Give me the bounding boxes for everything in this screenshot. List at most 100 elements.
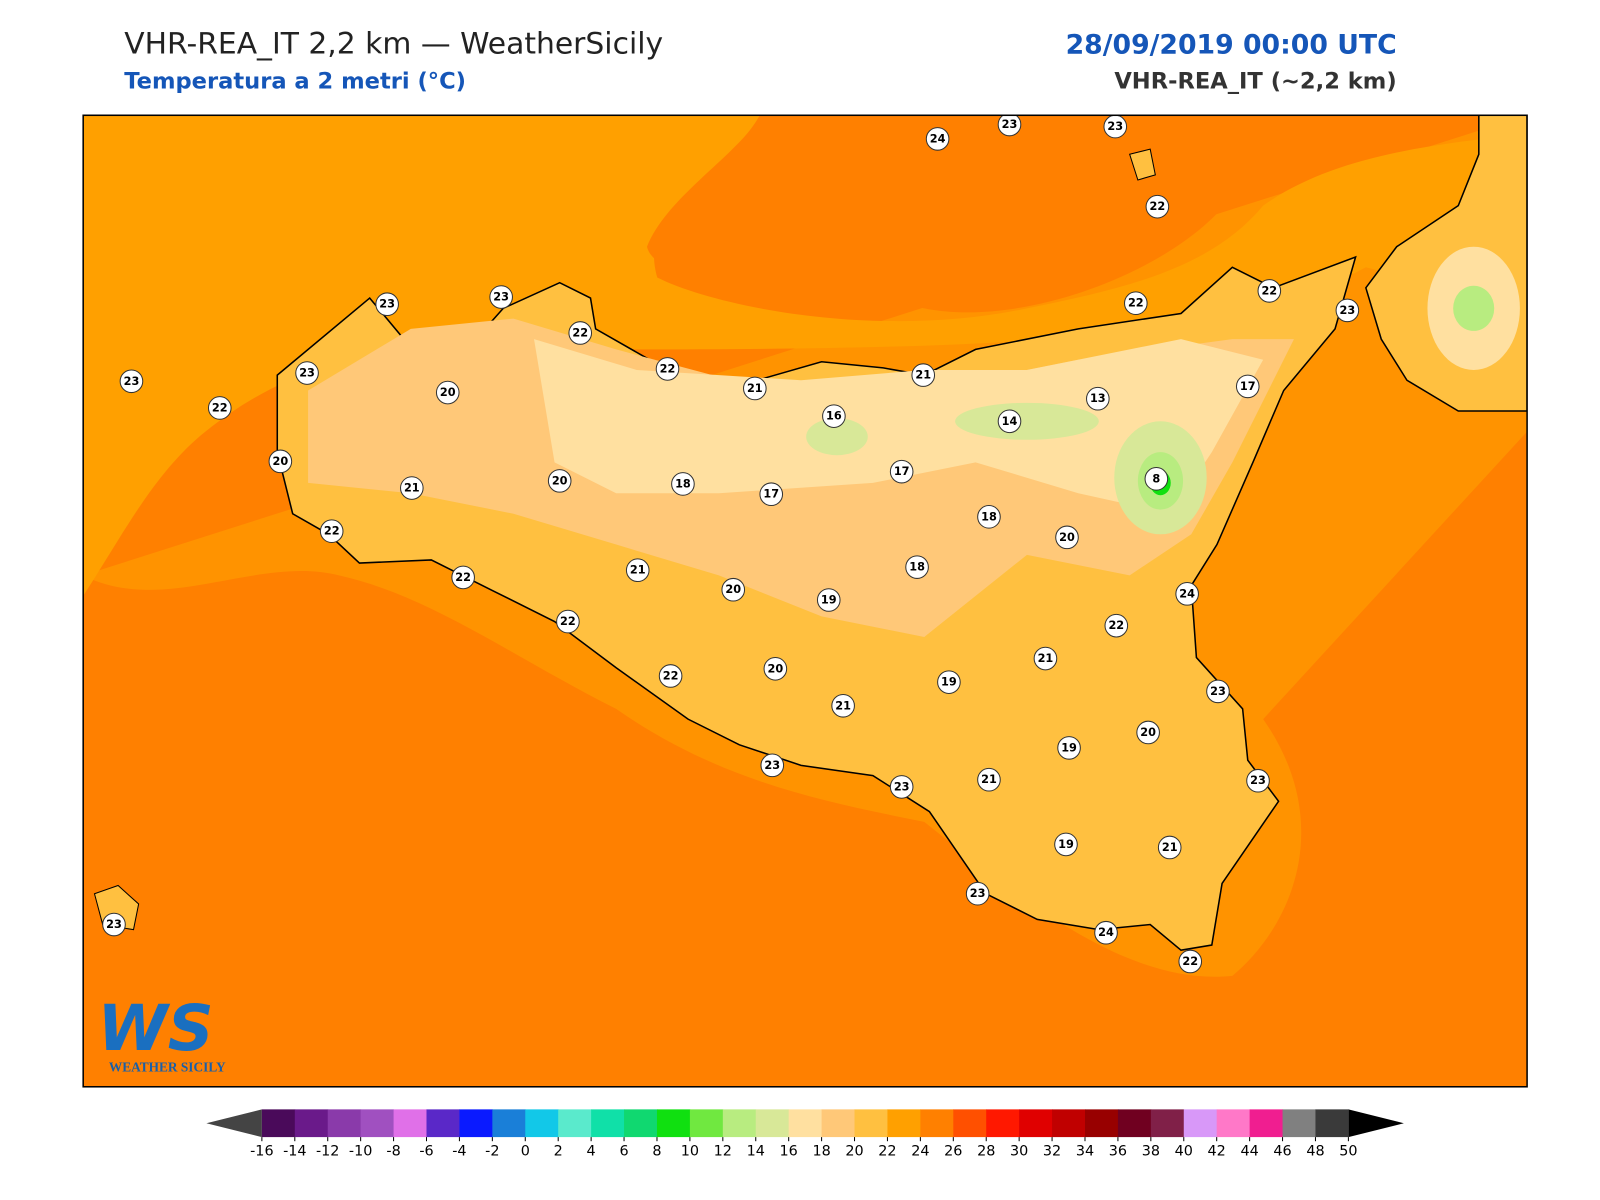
station-value: 23 <box>1250 774 1266 787</box>
station: 19 <box>816 588 841 612</box>
station-value: 23 <box>1107 120 1123 133</box>
colorbar-tick-label: -12 <box>316 1144 339 1160</box>
station: 22 <box>1178 949 1203 974</box>
colorbar-segment <box>953 1109 987 1138</box>
station-marker <box>911 363 936 387</box>
station-marker <box>831 693 855 718</box>
station-value: 17 <box>1240 380 1256 393</box>
station-value: 24 <box>1179 587 1195 600</box>
colorbar-segment <box>1084 1109 1119 1138</box>
sea-warm <box>83 115 1528 596</box>
station: 22 <box>207 396 232 420</box>
station-marker <box>547 469 572 493</box>
station-marker <box>1124 291 1148 316</box>
station: 19 <box>1057 736 1081 760</box>
colorbar-segment <box>986 1109 1020 1138</box>
station: 21 <box>831 693 855 718</box>
station-value: 21 <box>1038 652 1054 665</box>
station-marker <box>1335 298 1360 323</box>
station-marker <box>1055 525 1079 550</box>
station: 23 <box>1206 679 1230 704</box>
colorbar-segment <box>624 1109 658 1138</box>
station: 23 <box>489 285 513 309</box>
station-value: 20 <box>1140 726 1156 739</box>
station: 17 <box>1235 374 1260 399</box>
station: 21 <box>1033 646 1058 671</box>
station-value: 16 <box>826 410 842 423</box>
station-value: 20 <box>1059 531 1075 544</box>
station-value: 17 <box>894 465 910 478</box>
station-marker <box>1206 679 1230 704</box>
station-value: 19 <box>821 594 837 607</box>
colorbar-tick-label: 44 <box>1240 1144 1258 1160</box>
station-marker <box>822 404 846 428</box>
station: 23 <box>119 369 144 394</box>
station-marker <box>451 565 475 590</box>
map-frame <box>82 114 1528 1088</box>
station: 20 <box>1055 525 1079 550</box>
colorbar-segment <box>558 1109 592 1138</box>
station-marker <box>1178 949 1203 974</box>
station-value: 20 <box>725 583 741 596</box>
station-value: 24 <box>1098 926 1114 939</box>
station-marker <box>760 753 785 778</box>
station-value: 22 <box>1182 955 1198 968</box>
colorbar-over <box>1348 1109 1404 1138</box>
station-value: 23 <box>493 291 509 304</box>
station-marker <box>1157 835 1182 860</box>
colorbar-tick-label: 30 <box>1010 1144 1028 1160</box>
station: 21 <box>911 363 936 387</box>
station-value: 22 <box>660 362 676 375</box>
colorbar-tick-label: 12 <box>714 1144 732 1160</box>
station-value: 13 <box>1090 392 1106 405</box>
colorbar-tick-label: 32 <box>1043 1144 1061 1160</box>
station: 21 <box>743 376 767 401</box>
station-marker <box>1145 194 1170 219</box>
colorbar-tick-label: 20 <box>845 1144 863 1160</box>
station-marker <box>997 409 1022 434</box>
colorbar: -16 -14 -12 -10 -8 -6 -4 -2 0 2 4 6 8 10 12 14 16 18 20 22 2… <box>206 1109 1404 1160</box>
station-marker <box>1094 920 1118 945</box>
station-marker <box>925 127 950 151</box>
colorbar-tick-label: 10 <box>681 1144 699 1160</box>
station: 22 <box>1257 279 1282 303</box>
colorbar-under <box>206 1109 262 1138</box>
station-marker <box>1103 115 1128 139</box>
station: 22 <box>568 321 593 345</box>
colorbar-segment <box>1249 1109 1284 1138</box>
station-value: 22 <box>1128 297 1144 310</box>
station-marker <box>319 519 344 544</box>
station-marker <box>102 912 126 937</box>
colorbar-segment <box>656 1109 691 1138</box>
colorbar-tick-label: 38 <box>1142 1144 1160 1160</box>
station-value: 21 <box>981 773 997 786</box>
station-marker <box>965 881 990 906</box>
station-marker <box>743 376 767 401</box>
station: 22 <box>451 565 475 590</box>
subtitle: Temperatura a 2 metri (°C) <box>124 69 466 95</box>
colorbar-segment <box>1282 1109 1316 1138</box>
colorbar-segment <box>1216 1109 1251 1138</box>
island <box>1128 148 1156 181</box>
station-value: 21 <box>915 369 931 382</box>
station: 20 <box>763 656 788 681</box>
station-marker <box>1144 467 1169 491</box>
colorbar-tick-label: 50 <box>1339 1144 1357 1160</box>
station: 21 <box>625 558 650 583</box>
colorbar-segment <box>261 1109 296 1138</box>
station-value: 22 <box>1150 200 1166 213</box>
station-value: 22 <box>212 401 228 414</box>
station-value: 20 <box>440 386 456 399</box>
station-value: 8 <box>1152 472 1160 485</box>
station: 13 <box>1086 386 1110 411</box>
colorbar-segment <box>821 1109 856 1138</box>
station-value: 20 <box>552 474 568 487</box>
station: 14 <box>997 409 1022 434</box>
station-value: 19 <box>1058 838 1074 851</box>
station-value: 20 <box>768 662 784 675</box>
station-value: 23 <box>764 759 780 772</box>
station: 24 <box>1094 920 1118 945</box>
colorbar-segment <box>920 1109 954 1138</box>
station-marker <box>625 558 650 583</box>
